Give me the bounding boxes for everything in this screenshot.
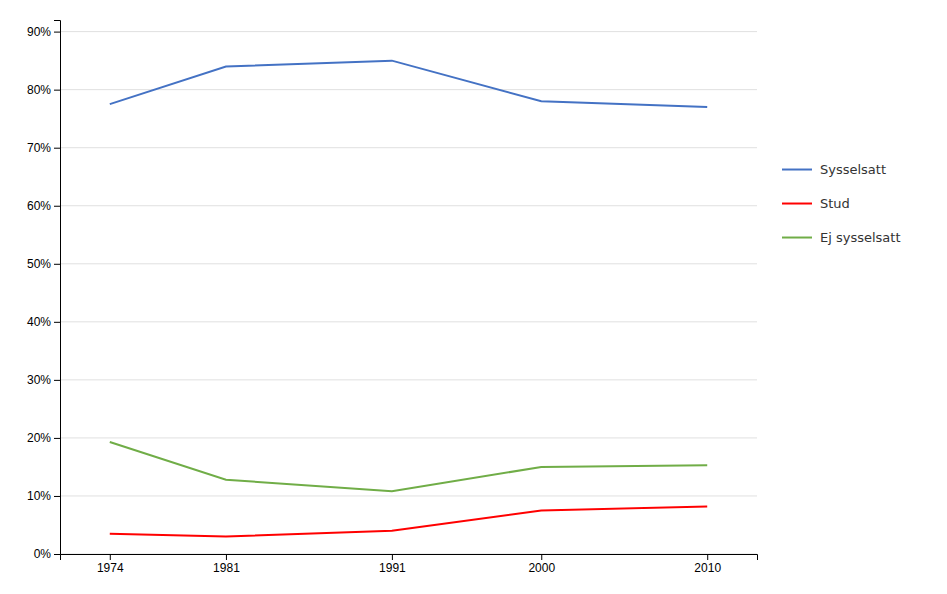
legend-label: Ej sysselsatt xyxy=(820,230,901,245)
plot: 1974 1981 1991 2000 2010 0% 10% 20% 30% 40% 50% 60%… xyxy=(27,21,758,575)
y-tick: 0% xyxy=(34,547,60,561)
y-tick: 80% xyxy=(27,83,60,97)
chart: 1974 1981 1991 2000 2010 0% 10% 20% 30% 40% 50% 60%… xyxy=(0,0,947,594)
y-tick-mark xyxy=(54,32,60,33)
grid-line xyxy=(60,321,757,322)
x-tick-label: 2000 xyxy=(528,561,555,575)
y-tick: 30% xyxy=(27,373,60,387)
y-tick: 50% xyxy=(27,257,60,271)
y-tick-mark xyxy=(54,148,60,149)
y-tick-label: 40% xyxy=(27,315,51,329)
grid-line xyxy=(60,379,757,380)
y-tick: 10% xyxy=(27,489,60,503)
x-axis-line xyxy=(61,555,758,561)
grid xyxy=(60,32,757,554)
y-tick-label: 20% xyxy=(27,431,51,445)
y-tick-label: 50% xyxy=(27,257,51,271)
legend-label: Sysselsatt xyxy=(820,162,886,177)
grid-line xyxy=(60,89,757,90)
lines xyxy=(110,61,707,537)
legend-swatch xyxy=(782,169,812,171)
grid-line xyxy=(60,147,757,148)
y-tick: 20% xyxy=(27,431,60,445)
y-tick-label: 60% xyxy=(27,199,51,213)
y-tick: 70% xyxy=(27,141,60,155)
x-tick: 2000 xyxy=(528,554,555,575)
x-tick: 1991 xyxy=(379,554,406,575)
x-tick: 1981 xyxy=(213,554,240,575)
series-line xyxy=(110,506,707,536)
legend-swatch xyxy=(782,203,812,205)
y-tick-label: 90% xyxy=(27,25,51,39)
grid-line xyxy=(60,205,757,206)
x-tick-mark xyxy=(226,554,227,560)
grid-line xyxy=(60,31,757,32)
y-tick-label: 10% xyxy=(27,489,51,503)
series-line xyxy=(110,442,707,491)
x-axis: 1974 1981 1991 2000 2010 xyxy=(61,554,758,575)
y-tick-mark xyxy=(54,380,60,381)
legend-label: Stud xyxy=(820,196,850,211)
grid-line xyxy=(60,495,757,496)
x-tick-label: 1974 xyxy=(97,561,124,575)
y-tick-label: 0% xyxy=(34,547,52,561)
legend-item: Ej sysselsatt xyxy=(782,230,901,245)
y-axis-line xyxy=(54,21,61,555)
x-tick-mark xyxy=(110,554,111,560)
legend-item: Sysselsatt xyxy=(782,162,886,177)
x-tick-label: 2010 xyxy=(694,561,721,575)
x-tick-mark xyxy=(541,554,542,560)
y-tick-mark xyxy=(54,438,60,439)
y-tick-label: 70% xyxy=(27,141,51,155)
y-tick-mark xyxy=(54,206,60,207)
legend: Sysselsatt Stud Ej sysselsatt xyxy=(782,162,901,245)
y-tick-mark xyxy=(54,264,60,265)
y-tick-mark xyxy=(54,322,60,323)
series-line xyxy=(110,61,707,107)
x-tick-mark xyxy=(707,554,708,560)
grid-line xyxy=(60,263,757,264)
x-tick: 2010 xyxy=(694,554,721,575)
legend-swatch xyxy=(782,237,812,239)
y-axis: 0% 10% 20% 30% 40% 50% 60% 70% 80% 90% xyxy=(27,21,61,562)
legend-item: Stud xyxy=(782,196,850,211)
grid-line xyxy=(60,437,757,438)
y-tick: 60% xyxy=(27,199,60,213)
y-tick: 90% xyxy=(27,25,60,39)
y-tick-mark xyxy=(54,496,60,497)
y-tick-mark xyxy=(54,90,60,91)
x-tick-mark xyxy=(392,554,393,560)
y-tick-label: 80% xyxy=(27,83,51,97)
x-tick: 1974 xyxy=(97,554,124,575)
y-tick: 40% xyxy=(27,315,60,329)
x-tick-label: 1991 xyxy=(379,561,406,575)
x-tick-label: 1981 xyxy=(213,561,240,575)
y-tick-mark xyxy=(54,554,60,555)
y-tick-label: 30% xyxy=(27,373,51,387)
